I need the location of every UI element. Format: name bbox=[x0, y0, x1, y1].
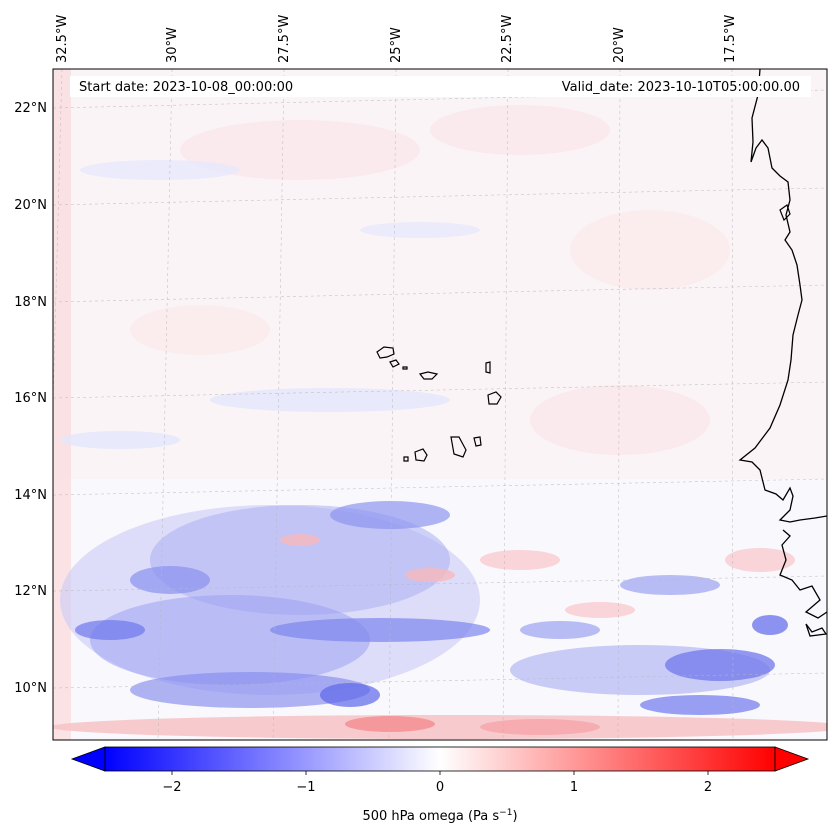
gridlines bbox=[53, 69, 827, 740]
colorbar-tick-label: −2 bbox=[162, 780, 181, 795]
lon-label: 27.5°W bbox=[277, 15, 292, 63]
lat-label: 12°N bbox=[14, 584, 47, 599]
colorbar-tick-label: 1 bbox=[570, 780, 578, 795]
colorbar-tick-label: 2 bbox=[704, 780, 712, 795]
colorbar-body bbox=[104, 746, 776, 772]
lat-label: 16°N bbox=[14, 391, 47, 406]
start-date-label: Start date: 2023-10-08_00:00:00 bbox=[79, 80, 293, 95]
omega-field bbox=[53, 69, 827, 740]
longitude-labels: 32.5°W 30°W 27.5°W 25°W 22.5°W 20°W 17.5… bbox=[55, 15, 738, 63]
lat-label: 20°N bbox=[14, 198, 47, 213]
colorbar-extend-high bbox=[774, 746, 810, 772]
lat-label: 14°N bbox=[14, 488, 47, 503]
lon-label: 32.5°W bbox=[55, 15, 70, 63]
colorbar-label: 500 hPa omega (Pa s−1) bbox=[362, 808, 517, 824]
lat-label: 10°N bbox=[14, 681, 47, 696]
valid-date-label: Valid_date: 2023-10-10T05:00:00.00 bbox=[562, 80, 800, 95]
lon-label: 30°W bbox=[165, 27, 180, 63]
colorbar: −2 −1 0 1 2 500 hPa omega (Pa s−1) bbox=[70, 746, 810, 824]
lon-label: 25°W bbox=[389, 27, 404, 63]
lon-label: 17.5°W bbox=[723, 15, 738, 63]
lat-label: 22°N bbox=[14, 101, 47, 116]
date-annotation-band bbox=[70, 76, 811, 97]
descent-cells bbox=[280, 534, 795, 618]
lon-label: 20°W bbox=[612, 27, 627, 63]
colorbar-ticks: −2 −1 0 1 2 bbox=[162, 771, 712, 795]
lon-label: 22.5°W bbox=[500, 15, 515, 63]
southern-descent-band bbox=[53, 715, 827, 739]
latitude-labels: 22°N 20°N 18°N 16°N 14°N 12°N 10°N bbox=[14, 101, 47, 696]
map-panel: Start date: 2023-10-08_00:00:00 Valid_da… bbox=[52, 68, 828, 741]
african-coastline bbox=[738, 69, 827, 637]
lat-label: 18°N bbox=[14, 295, 47, 310]
colorbar-tick-label: 0 bbox=[436, 780, 444, 795]
colorbar-extend-low bbox=[70, 746, 106, 772]
colorbar-tick-label: −1 bbox=[296, 780, 315, 795]
southern-ascent-region bbox=[60, 501, 788, 715]
cape-verde-islands bbox=[376, 346, 502, 462]
map-frame bbox=[52, 68, 828, 741]
